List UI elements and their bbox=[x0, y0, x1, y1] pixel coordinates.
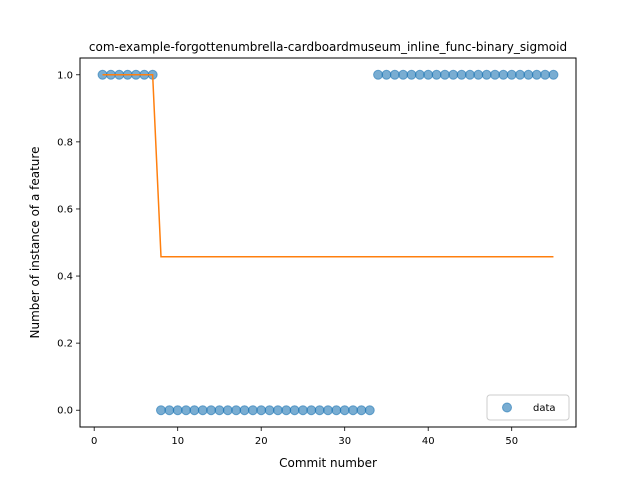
data-point bbox=[523, 69, 534, 80]
y-tick-label: 0.2 bbox=[57, 339, 73, 350]
data-point bbox=[256, 405, 267, 416]
data-point bbox=[498, 69, 509, 80]
data-point bbox=[364, 405, 375, 416]
data-point bbox=[222, 405, 233, 416]
y-tick-label: 0.4 bbox=[57, 272, 73, 283]
x-tick-label: 20 bbox=[255, 436, 268, 447]
x-tick-label: 40 bbox=[422, 436, 435, 447]
legend-marker-data bbox=[502, 402, 512, 413]
trend-line bbox=[102, 74, 554, 258]
data-point bbox=[548, 69, 559, 80]
data-point bbox=[531, 69, 542, 80]
data-point bbox=[448, 69, 459, 80]
data-point bbox=[172, 405, 183, 416]
data-point bbox=[197, 405, 208, 416]
data-point bbox=[206, 405, 217, 416]
x-tick-label: 10 bbox=[171, 436, 184, 447]
data-point bbox=[339, 405, 350, 416]
data-point bbox=[331, 405, 342, 416]
data-point bbox=[515, 69, 526, 80]
data-point bbox=[306, 405, 317, 416]
data-point bbox=[323, 405, 333, 416]
data-point bbox=[247, 405, 258, 416]
legend: data bbox=[486, 394, 570, 421]
data-point bbox=[239, 405, 250, 416]
data-point bbox=[381, 69, 392, 80]
data-point bbox=[264, 405, 275, 416]
data-point bbox=[490, 69, 500, 80]
y-axis-label: Number of instance of a feature bbox=[28, 147, 42, 339]
data-point bbox=[540, 69, 551, 80]
y-tick-label: 0.0 bbox=[57, 406, 73, 417]
legend-box bbox=[486, 394, 570, 421]
data-point bbox=[389, 69, 400, 80]
y-tick-label: 0.8 bbox=[57, 137, 73, 148]
data-point bbox=[423, 69, 434, 80]
data-point bbox=[481, 69, 492, 80]
data-point bbox=[281, 405, 292, 416]
y-tick-label: 1.0 bbox=[57, 70, 73, 81]
x-tick-label: 0 bbox=[91, 436, 97, 447]
data-point bbox=[398, 69, 409, 80]
ticks-layer: 0 10 20 30 40 50 0.0 0.2 0.4 0.6 0.8 1.0 bbox=[57, 70, 518, 447]
data-point bbox=[314, 405, 325, 416]
data-point bbox=[506, 69, 517, 80]
data-point bbox=[431, 69, 442, 80]
data-point bbox=[348, 405, 359, 416]
data-point bbox=[406, 69, 417, 80]
data-point bbox=[439, 69, 450, 80]
data-point bbox=[289, 405, 300, 416]
data-point bbox=[464, 69, 475, 80]
data-point bbox=[373, 69, 384, 80]
data-point bbox=[356, 405, 367, 416]
plot-layer bbox=[97, 69, 559, 416]
x-axis-label: Commit number bbox=[279, 456, 377, 470]
data-point bbox=[156, 405, 166, 416]
data-point bbox=[164, 405, 175, 416]
y-tick-label: 0.6 bbox=[57, 204, 73, 215]
data-point bbox=[189, 405, 200, 416]
data-point bbox=[297, 405, 308, 416]
chart-title: com-example-forgottenumbrella-cardboardm… bbox=[89, 40, 567, 54]
data-point bbox=[231, 405, 242, 416]
plot-frame bbox=[79, 57, 577, 428]
data-point bbox=[272, 405, 283, 416]
legend-label-data: data bbox=[533, 403, 556, 414]
data-point bbox=[214, 405, 225, 416]
x-tick-label: 30 bbox=[338, 436, 351, 447]
data-point bbox=[181, 405, 192, 416]
data-point bbox=[473, 69, 484, 80]
data-point bbox=[456, 69, 467, 80]
data-point bbox=[414, 69, 425, 80]
x-tick-label: 50 bbox=[505, 436, 518, 447]
